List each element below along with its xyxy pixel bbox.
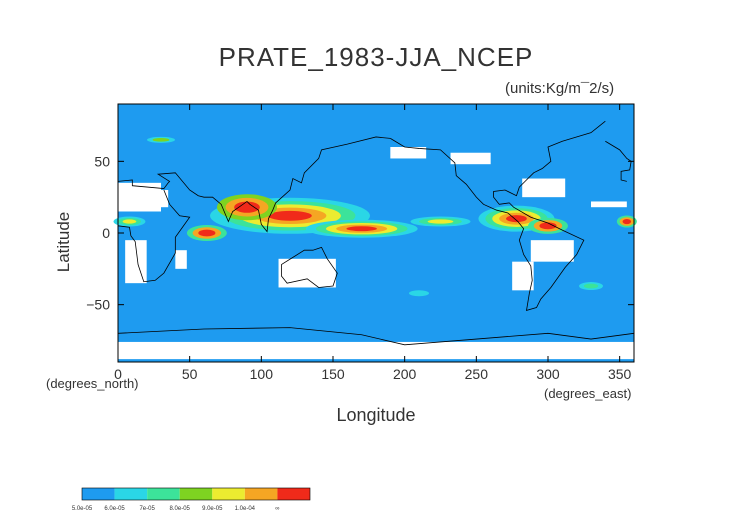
precip-contour bbox=[152, 138, 170, 142]
precip-western-pacific bbox=[305, 219, 418, 238]
colorbar-label: 8.0e-05 bbox=[170, 506, 191, 512]
precip-south-pacific bbox=[409, 290, 429, 297]
missing-data-patch bbox=[522, 178, 566, 198]
colorbar-swatch bbox=[277, 488, 310, 500]
y-tick-label: 0 bbox=[102, 225, 110, 241]
y-tick-label: 50 bbox=[94, 153, 110, 169]
coastline bbox=[280, 246, 338, 288]
colorbar-label: 6.0e-05 bbox=[104, 506, 125, 512]
coastline bbox=[117, 136, 391, 233]
precip-central-pacific bbox=[410, 216, 471, 227]
precip-bay-of-bengal bbox=[217, 194, 277, 221]
colorbar-swatch bbox=[114, 488, 148, 500]
colorbar-swatch bbox=[147, 488, 180, 500]
precip-contour bbox=[583, 283, 599, 289]
missing-data-patch bbox=[576, 347, 613, 357]
precip-contour bbox=[234, 201, 260, 213]
precip-contour bbox=[506, 215, 527, 223]
precip-arabian-sea bbox=[186, 225, 227, 241]
precip-contour bbox=[198, 229, 216, 237]
x-tick-label: 350 bbox=[608, 366, 632, 382]
coastline bbox=[117, 189, 191, 283]
x-axis-label: Longitude bbox=[336, 405, 416, 425]
missing-data-patch bbox=[530, 240, 574, 262]
precip-contour bbox=[409, 290, 429, 297]
precip-west-africa bbox=[616, 215, 637, 228]
colorbar-label: ∞ bbox=[275, 506, 279, 512]
colorbar-label: 5.0e-05 bbox=[72, 506, 93, 512]
x-tick-label: 200 bbox=[393, 366, 417, 382]
colorbar-swatch bbox=[244, 488, 278, 500]
map-layer bbox=[113, 104, 637, 362]
x-tick-label: 0 bbox=[114, 366, 122, 382]
coastline bbox=[390, 120, 606, 311]
missing-data-patch bbox=[390, 147, 427, 159]
colorbar-swatch bbox=[212, 488, 245, 500]
missing-data-patch bbox=[450, 152, 491, 165]
colorbar-label: 1.0e-04 bbox=[235, 506, 256, 512]
precip-contour bbox=[539, 222, 557, 230]
chart-title: PRATE_1983-JJA_NCEP bbox=[218, 42, 534, 72]
colorbar-label: 7e-05 bbox=[139, 506, 155, 512]
x-tick-label: 50 bbox=[182, 366, 198, 382]
colorbar-frame bbox=[81, 487, 311, 501]
precip-gulf-of-guinea bbox=[113, 216, 146, 227]
x-tick-label: 100 bbox=[250, 366, 274, 382]
missing-data-patch bbox=[591, 201, 627, 208]
x-tick-label: 150 bbox=[321, 366, 345, 382]
units-label: (units:Kg/m¯2/s) bbox=[505, 80, 615, 97]
missing-data-patch bbox=[135, 190, 169, 208]
y-tick-label: −50 bbox=[86, 297, 110, 313]
colorbar-swatch bbox=[179, 488, 213, 500]
precip-contour bbox=[346, 226, 377, 232]
coastline bbox=[605, 140, 632, 182]
coastline bbox=[117, 327, 635, 346]
y-axis-units: (degrees_north) bbox=[46, 376, 139, 391]
colorbar-swatch bbox=[82, 488, 115, 500]
precip-contour bbox=[622, 218, 632, 225]
missing-data-patch bbox=[118, 341, 634, 360]
colorbar: 5.0e-05 6.0e-05 7e-05 8.0e-05 9.0e-05 1.0e-04… bbox=[72, 487, 311, 512]
precip-contour bbox=[268, 210, 312, 221]
missing-data-patch bbox=[512, 261, 534, 291]
x-tick-label: 250 bbox=[465, 366, 489, 382]
precip-contour bbox=[427, 219, 454, 224]
colorbar-label: 9.0e-05 bbox=[202, 506, 223, 512]
precip-northern-south-america bbox=[528, 217, 568, 234]
precip-high-latitudes bbox=[147, 136, 175, 143]
missing-data-patch bbox=[175, 250, 187, 269]
x-axis-units: (degrees_east) bbox=[544, 386, 632, 401]
x-tick-label: 300 bbox=[536, 366, 560, 382]
precip-south-atlantic bbox=[579, 282, 603, 291]
missing-data-patch bbox=[426, 344, 470, 351]
missing-data-patch bbox=[125, 240, 147, 284]
axis-layer: 0 50 100 150 200 250 300 350 50 0 −50 bbox=[86, 103, 635, 382]
precip-contour bbox=[122, 219, 137, 224]
